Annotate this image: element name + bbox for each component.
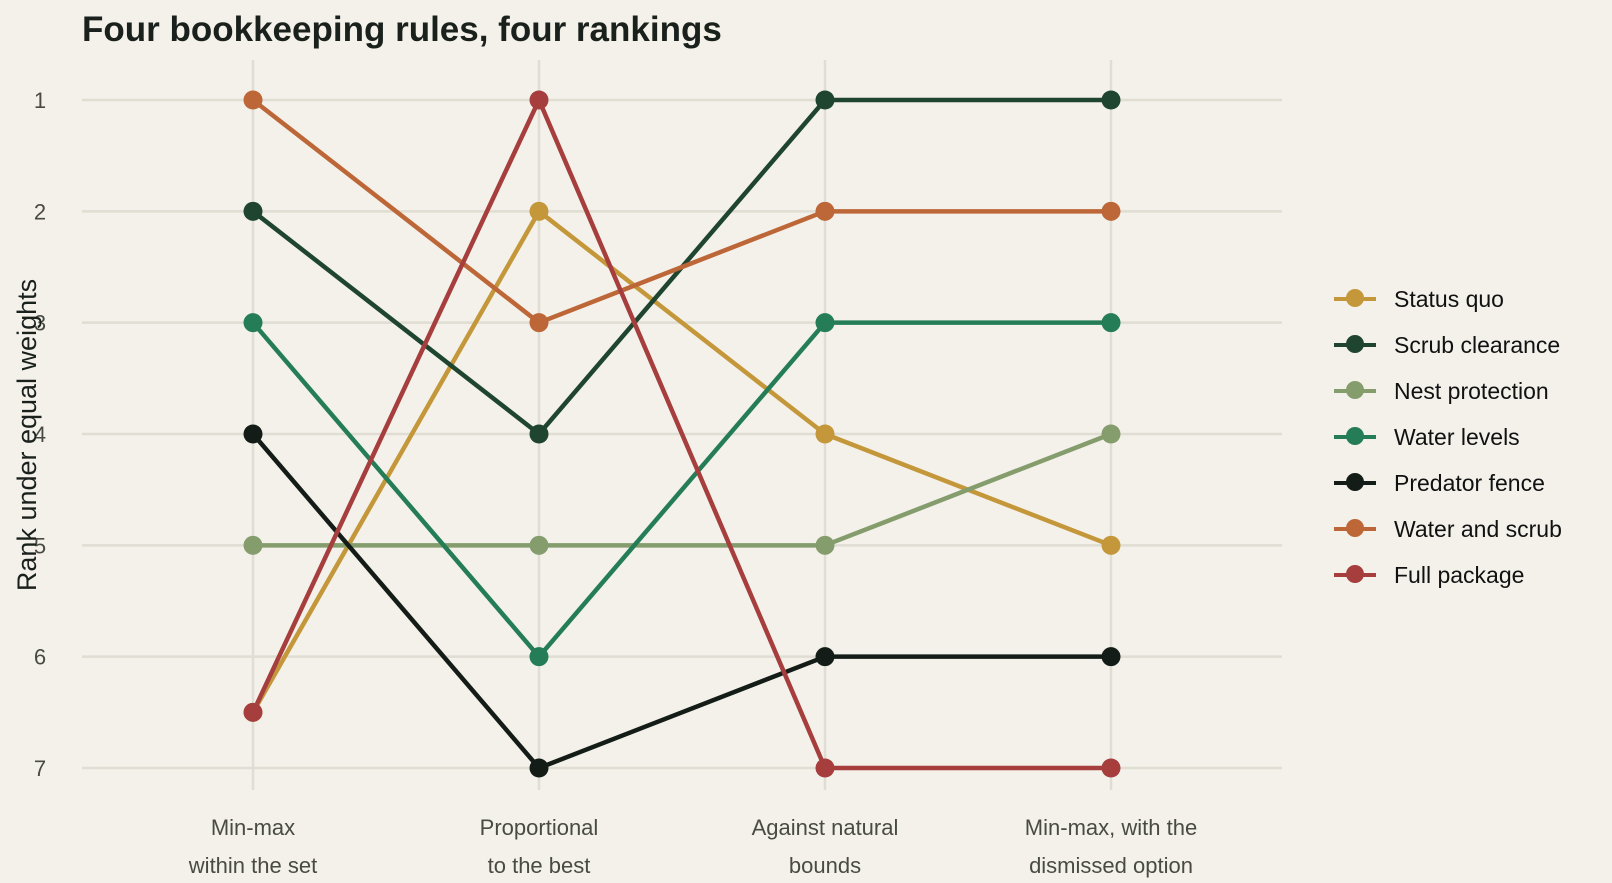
y-tick-label: 3 — [34, 311, 46, 336]
data-point-predator-fence — [243, 424, 263, 444]
y-axis-label: Rank under equal weights — [12, 279, 42, 591]
legend-label: Nest protection — [1394, 377, 1549, 404]
data-point-status-quo — [815, 424, 835, 444]
legend-key — [1334, 519, 1376, 539]
y-tick-label: 6 — [34, 645, 46, 670]
x-tick-label-line: Min-max, with the — [1025, 815, 1197, 840]
legend-label: Status quo — [1394, 285, 1504, 312]
legend-item: Nest protection — [1334, 368, 1562, 414]
data-point-predator-fence — [815, 647, 835, 667]
legend-item: Full package — [1334, 552, 1562, 598]
x-tick-label: Proportional to the best — [480, 815, 599, 878]
series-line-water-levels — [250, 320, 1114, 659]
legend-item: Status quo — [1334, 276, 1562, 322]
series-line-full-package — [250, 97, 1114, 771]
data-point-scrub-clearance — [1101, 90, 1121, 110]
data-point-water-levels — [815, 313, 835, 333]
data-point-scrub-clearance — [243, 201, 263, 221]
legend-key — [1334, 565, 1376, 585]
data-point-status-quo — [1101, 535, 1121, 555]
data-point-nest-protection — [815, 535, 835, 555]
x-tick-label-line: Against natural — [752, 815, 899, 840]
legend-key — [1334, 381, 1376, 401]
x-tick-label: Against natural bounds — [752, 815, 899, 878]
legend-label: Water levels — [1394, 423, 1520, 450]
legend-label: Predator fence — [1394, 469, 1545, 496]
data-point-nest-protection — [1101, 424, 1121, 444]
legend-key — [1334, 473, 1376, 493]
data-point-full-package — [529, 90, 549, 110]
y-tick-label: 5 — [34, 533, 46, 558]
data-point-water-levels — [243, 313, 263, 333]
series-points — [243, 90, 1121, 778]
legend-label: Scrub clearance — [1394, 331, 1561, 358]
data-point-water-levels — [1101, 313, 1121, 333]
grid-lines — [82, 60, 1282, 790]
y-tick-label: 4 — [34, 422, 46, 447]
x-tick-label-line: Min-max — [211, 815, 295, 840]
y-axis-ticks: 1 2 3 4 5 6 7 — [34, 88, 46, 781]
x-tick-label-line: bounds — [789, 853, 861, 878]
data-point-nest-protection — [529, 535, 549, 555]
data-point-predator-fence — [1101, 647, 1121, 667]
data-point-full-package — [243, 702, 263, 722]
chart-title: Four bookkeeping rules, four rankings — [82, 10, 722, 49]
data-point-scrub-clearance — [529, 424, 549, 444]
x-axis-ticks: Min-max within the set Proportional to the … — [188, 815, 1197, 878]
series-line-status-quo — [250, 209, 1114, 715]
x-tick-label-line: Proportional — [480, 815, 599, 840]
legend-key — [1334, 335, 1376, 355]
series-line-water-and-scrub — [250, 97, 1114, 325]
series-lines — [250, 97, 1114, 771]
legend-key — [1334, 427, 1376, 447]
series-line-predator-fence — [250, 431, 1114, 771]
x-tick-label-line: within the set — [188, 853, 317, 878]
data-point-water-levels — [529, 647, 549, 667]
series-line-nest-protection — [250, 431, 1114, 548]
legend-item: Water levels — [1334, 414, 1562, 460]
legend-label: Water and scrub — [1394, 515, 1562, 542]
x-tick-label-line: dismissed option — [1029, 853, 1193, 878]
x-tick-label-line: to the best — [488, 853, 591, 878]
y-tick-label: 1 — [34, 88, 46, 113]
y-tick-label: 7 — [34, 756, 46, 781]
legend-item: Water and scrub — [1334, 506, 1562, 552]
legend-item: Predator fence — [1334, 460, 1562, 506]
data-point-nest-protection — [243, 535, 263, 555]
legend-key — [1334, 289, 1376, 309]
data-point-water-and-scrub — [1101, 201, 1121, 221]
data-point-full-package — [1101, 758, 1121, 778]
x-tick-label: Min-max within the set — [188, 815, 317, 878]
data-point-water-and-scrub — [815, 201, 835, 221]
legend-label: Full package — [1394, 561, 1525, 588]
legend-item: Scrub clearance — [1334, 322, 1562, 368]
x-tick-label: Min-max, with the dismissed option — [1025, 815, 1197, 878]
data-point-full-package — [815, 758, 835, 778]
data-point-scrub-clearance — [815, 90, 835, 110]
data-point-water-and-scrub — [529, 313, 549, 333]
data-point-predator-fence — [529, 758, 549, 778]
data-point-water-and-scrub — [243, 90, 263, 110]
data-point-status-quo — [529, 201, 549, 221]
y-tick-label: 2 — [34, 199, 46, 224]
legend: Status quo Scrub clearance Nest protection… — [1334, 276, 1562, 598]
